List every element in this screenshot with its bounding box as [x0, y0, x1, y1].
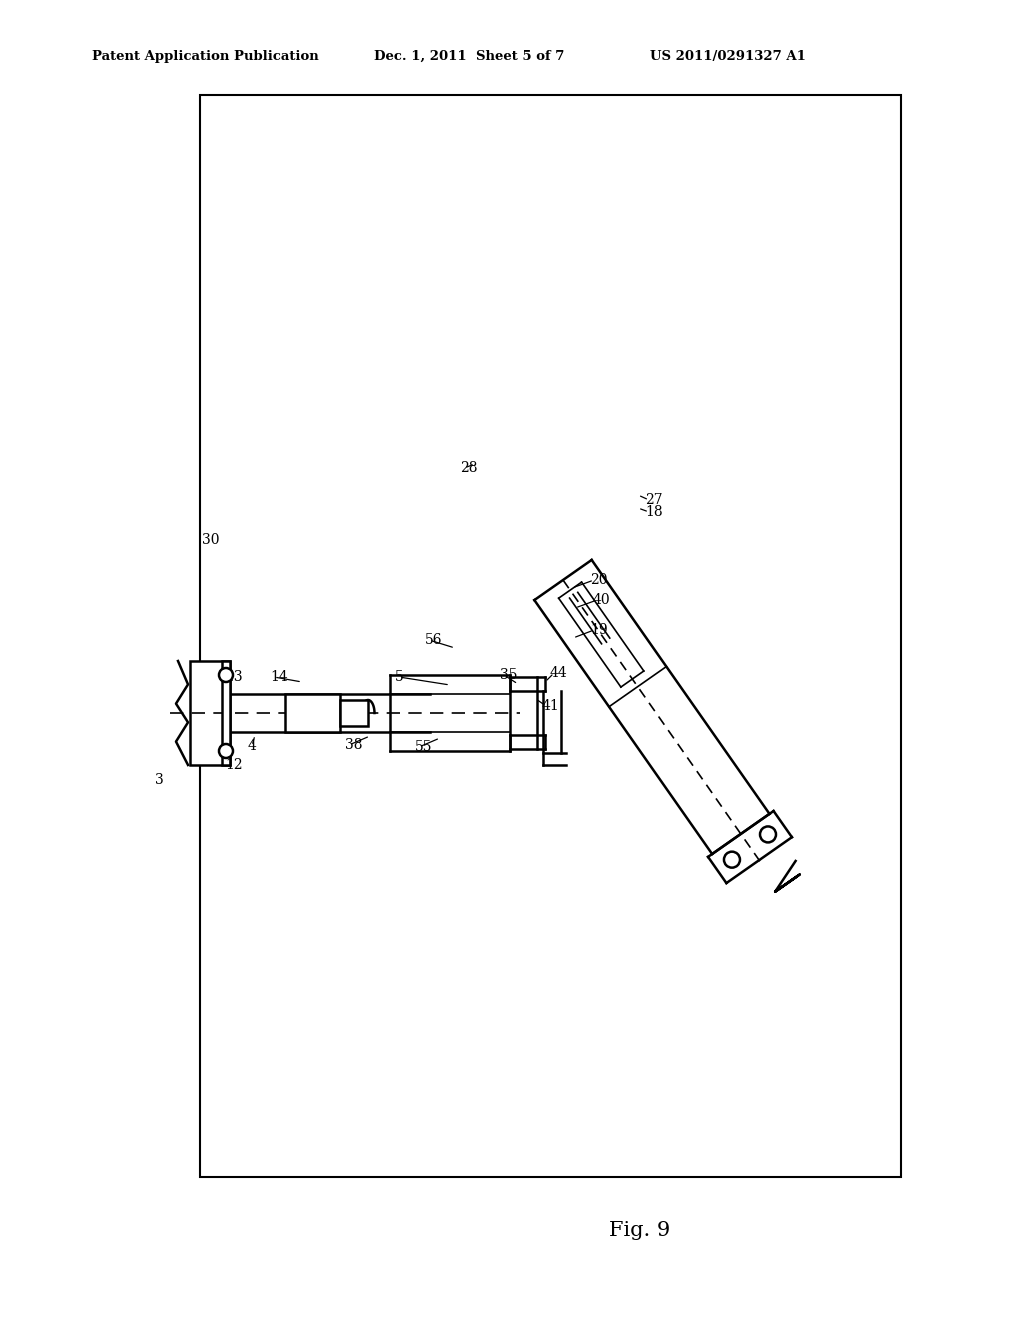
Bar: [200, 95, 901, 1177]
Text: 40: 40: [593, 593, 610, 607]
Circle shape: [760, 826, 776, 842]
Circle shape: [219, 744, 233, 758]
Text: 28: 28: [460, 461, 477, 475]
Text: Dec. 1, 2011: Dec. 1, 2011: [374, 50, 466, 63]
Circle shape: [724, 851, 740, 867]
Text: 30: 30: [202, 533, 219, 546]
Text: 14: 14: [270, 671, 288, 684]
Text: 27: 27: [645, 492, 663, 507]
Bar: [222, 661, 230, 766]
Text: 55: 55: [415, 741, 432, 754]
Bar: [340, 700, 368, 726]
Text: 3: 3: [155, 774, 164, 787]
Text: Patent Application Publication: Patent Application Publication: [92, 50, 318, 63]
Text: 19: 19: [590, 623, 607, 638]
Circle shape: [219, 668, 233, 682]
Text: 12: 12: [225, 758, 243, 772]
Bar: [285, 694, 340, 733]
Text: 44: 44: [550, 667, 567, 680]
Bar: [190, 661, 230, 766]
Text: 41: 41: [542, 700, 560, 713]
Text: 5: 5: [395, 671, 403, 684]
Text: Fig. 9: Fig. 9: [609, 1221, 671, 1239]
Text: US 2011/0291327 A1: US 2011/0291327 A1: [650, 50, 806, 63]
Text: 18: 18: [645, 506, 663, 519]
Text: 13: 13: [225, 671, 243, 684]
Text: 35: 35: [500, 668, 517, 682]
Text: 56: 56: [425, 634, 442, 647]
Text: Sheet 5 of 7: Sheet 5 of 7: [476, 50, 564, 63]
Text: 20: 20: [590, 573, 607, 587]
Text: 4: 4: [248, 739, 257, 752]
Text: 38: 38: [345, 738, 362, 752]
